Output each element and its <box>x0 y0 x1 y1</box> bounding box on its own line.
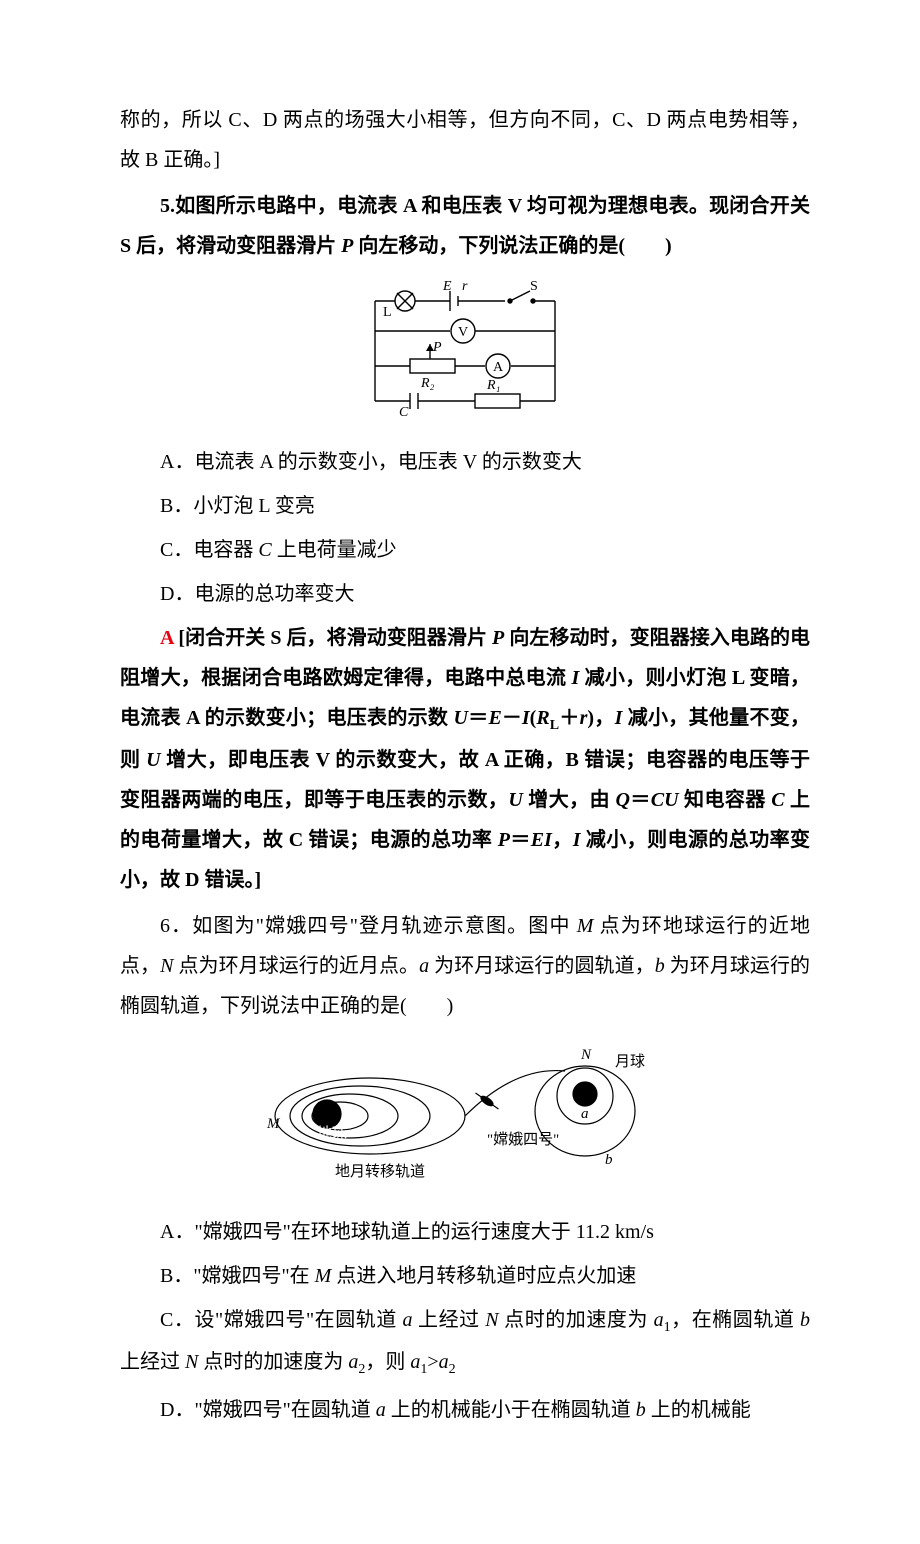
svg-text:E: E <box>442 279 452 294</box>
svg-text:S: S <box>530 279 538 294</box>
svg-text:a: a <box>581 1106 589 1122</box>
q6-stem: 6．如图为"嫦娥四号"登月轨迹示意图。图中 M 点为环地球运行的近地点，N 点为… <box>120 906 810 1026</box>
q5-stem: 5.如图所示电路中，电流表 A 和电压表 V 均可视为理想电表。现闭合开关 S … <box>120 186 810 266</box>
q5-circuit-figure: L E r S V P A R₂ R₁ C <box>120 276 810 430</box>
svg-text:R₂: R₂ <box>420 376 435 391</box>
svg-text:地球: 地球 <box>317 1125 347 1142</box>
svg-text:A: A <box>493 360 504 375</box>
q6-orbit-figure: 地球 M 地月转移轨道 "嫦娥四号" 月球 N a b <box>120 1036 810 1200</box>
prev-answer-tail: 称的，所以 C、D 两点的场强大小相等，但方向不同，C、D 两点电势相等，故 B… <box>120 100 810 180</box>
q5-answer-letter: A <box>160 627 173 649</box>
q6-optD: D．"嫦娥四号"在圆轨道 a 上的机械能小于在椭圆轨道 b 上的机械能 <box>120 1390 810 1430</box>
svg-text:N: N <box>580 1047 592 1063</box>
svg-text:月球: 月球 <box>615 1053 645 1070</box>
q6-optB: B．"嫦娥四号"在 M 点进入地月转移轨道时应点火加速 <box>120 1256 810 1296</box>
q6-orbit-svg: 地球 M 地月转移轨道 "嫦娥四号" 月球 N a b <box>255 1036 675 1186</box>
svg-text:b: b <box>605 1152 613 1168</box>
svg-text:地月转移轨道: 地月转移轨道 <box>335 1163 425 1180</box>
svg-text:r: r <box>462 279 468 294</box>
svg-text:V: V <box>458 325 468 340</box>
q6-optA: A．"嫦娥四号"在环地球轨道上的运行速度大于 11.2 km/s <box>120 1212 810 1252</box>
q5-optB: B．小灯泡 L 变亮 <box>120 486 810 526</box>
svg-text:P: P <box>432 340 442 355</box>
q5-explanation: A [闭合开关 S 后，将滑动变阻器滑片 P 向左移动时，变阻器接入电路的电阻增… <box>120 618 810 900</box>
svg-text:L: L <box>383 305 392 320</box>
q5-stem-tail: 向左移动，下列说法正确的是( ) <box>353 235 671 257</box>
q5-optA: A．电流表 A 的示数变小，电压表 V 的示数变大 <box>120 442 810 482</box>
q5-optC: C．电容器 C 上电荷量减少 <box>120 530 810 570</box>
svg-text:R₁: R₁ <box>486 378 500 393</box>
svg-text:M: M <box>266 1116 281 1132</box>
q5-optD: D．电源的总功率变大 <box>120 574 810 614</box>
svg-text:C: C <box>399 405 409 416</box>
svg-text:"嫦娥四号": "嫦娥四号" <box>487 1131 559 1148</box>
page: 称的，所以 C、D 两点的场强大小相等，但方向不同，C、D 两点电势相等，故 B… <box>0 0 920 1544</box>
q6-optC: C．设"嫦娥四号"在圆轨道 a 上经过 N 点时的加速度为 a1，在椭圆轨道 b… <box>120 1300 810 1384</box>
q5-circuit-svg: L E r S V P A R₂ R₁ C <box>355 276 575 416</box>
q5-stem-P: P <box>341 235 353 257</box>
